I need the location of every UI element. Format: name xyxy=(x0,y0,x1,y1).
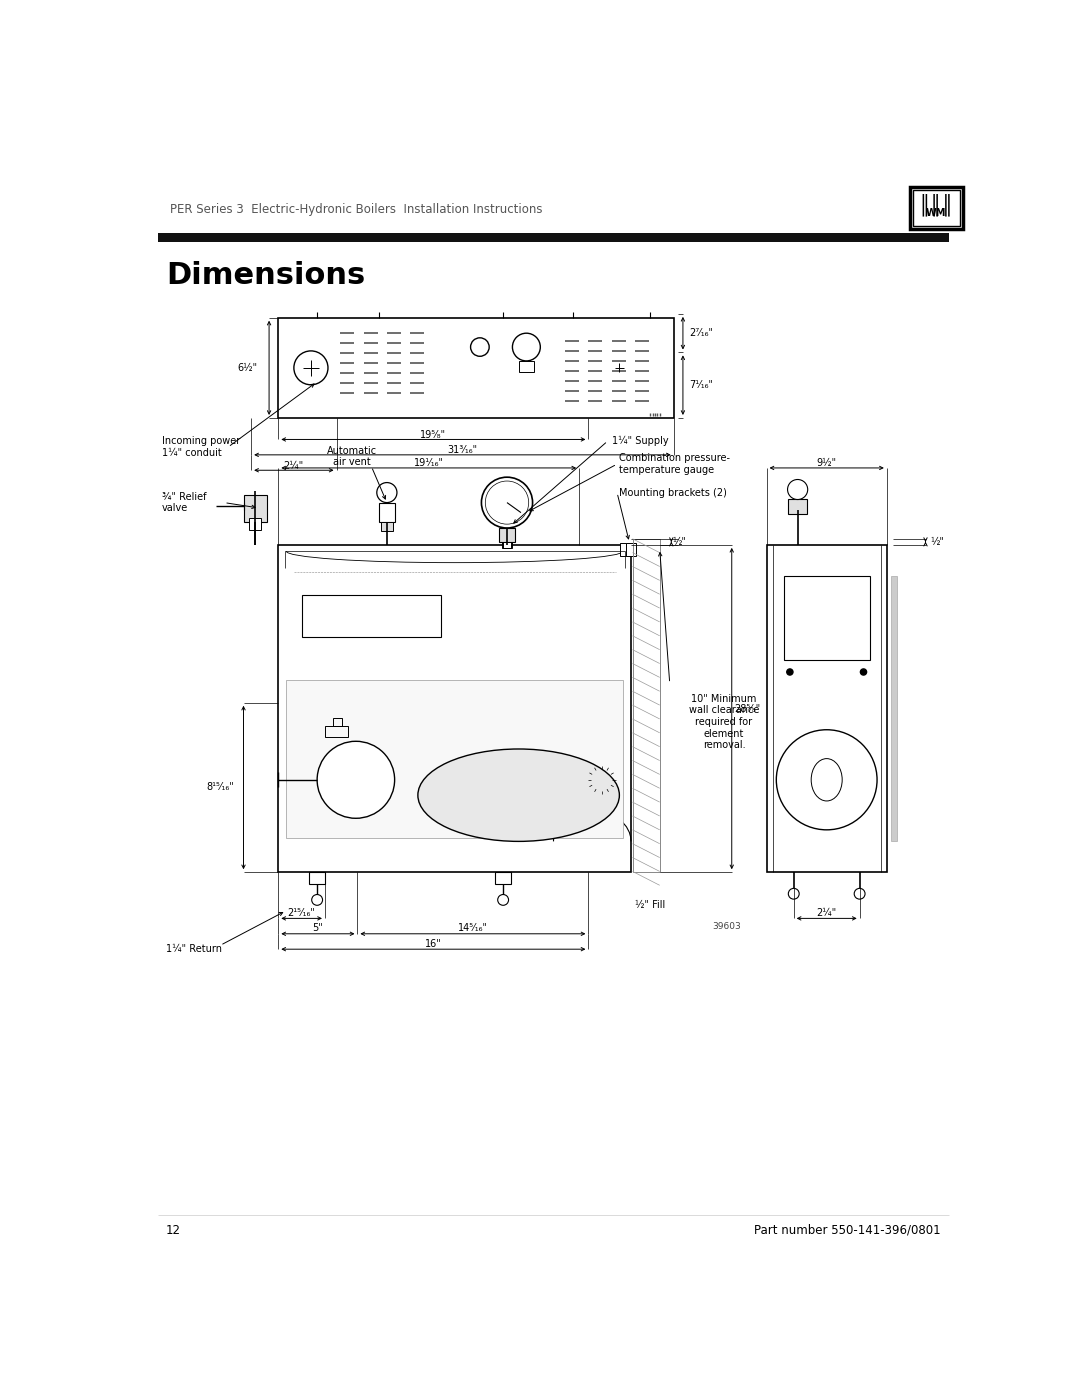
Text: 14⁵⁄₁₆": 14⁵⁄₁₆" xyxy=(458,923,488,933)
Bar xyxy=(499,528,515,542)
Text: 6½": 6½" xyxy=(238,363,257,373)
Text: 39603: 39603 xyxy=(713,922,741,930)
Text: 1¼" Return: 1¼" Return xyxy=(166,944,222,954)
Text: WM: WM xyxy=(927,208,946,218)
Circle shape xyxy=(294,351,328,384)
Bar xyxy=(913,190,960,226)
Circle shape xyxy=(312,894,323,905)
Bar xyxy=(379,503,394,522)
Text: 2¼": 2¼" xyxy=(284,461,303,471)
Circle shape xyxy=(482,478,532,528)
Text: PER Series 3  Electric-Hydronic Boilers  Installation Instructions: PER Series 3 Electric-Hydronic Boilers I… xyxy=(170,204,542,217)
Text: Mounting brackets (2): Mounting brackets (2) xyxy=(619,488,727,497)
Text: 2¼": 2¼" xyxy=(816,908,837,918)
Circle shape xyxy=(788,888,799,900)
Circle shape xyxy=(786,669,793,675)
Bar xyxy=(380,522,393,531)
Text: ½": ½" xyxy=(930,536,944,546)
Bar xyxy=(784,576,869,661)
Bar xyxy=(620,542,630,556)
Bar xyxy=(325,726,348,738)
Bar xyxy=(159,233,948,242)
Bar xyxy=(633,539,660,872)
Circle shape xyxy=(512,334,540,360)
Circle shape xyxy=(599,816,604,820)
Text: 1¼" Supply: 1¼" Supply xyxy=(611,436,669,446)
Circle shape xyxy=(318,742,394,819)
Text: 31³⁄₁₆": 31³⁄₁₆" xyxy=(447,446,477,455)
Bar xyxy=(301,595,441,637)
Text: 10" Minimum
wall clearance
required for
element
removal.: 10" Minimum wall clearance required for … xyxy=(689,694,759,750)
Circle shape xyxy=(377,482,397,503)
Text: 16": 16" xyxy=(426,939,442,949)
Bar xyxy=(248,518,261,531)
Text: 2¹⁵⁄₁₆": 2¹⁵⁄₁₆" xyxy=(287,908,315,918)
Text: ¾" Relief
valve: ¾" Relief valve xyxy=(162,492,206,513)
Text: 2⁷⁄₁₆": 2⁷⁄₁₆" xyxy=(689,328,713,338)
Text: 12: 12 xyxy=(166,1224,181,1236)
Bar xyxy=(286,680,623,838)
Text: 19¹⁄₁₆": 19¹⁄₁₆" xyxy=(414,458,444,468)
Bar xyxy=(910,187,962,229)
Text: Automatic
air vent: Automatic air vent xyxy=(327,446,377,467)
Circle shape xyxy=(787,479,808,500)
Ellipse shape xyxy=(418,749,619,841)
Text: Combination pressure-
temperature gauge: Combination pressure- temperature gauge xyxy=(619,453,730,475)
Bar xyxy=(767,545,887,872)
Circle shape xyxy=(590,768,613,791)
Text: Dimensions: Dimensions xyxy=(166,261,365,291)
Text: ½" Fill: ½" Fill xyxy=(635,900,665,911)
Circle shape xyxy=(498,894,509,905)
Bar xyxy=(243,495,267,522)
Bar xyxy=(496,872,511,884)
Bar xyxy=(518,360,535,372)
Circle shape xyxy=(861,669,866,675)
Ellipse shape xyxy=(811,759,842,800)
Bar xyxy=(502,542,512,548)
Bar xyxy=(279,317,674,418)
Text: 28⁵⁄₈": 28⁵⁄₈" xyxy=(734,704,760,714)
Bar xyxy=(788,499,807,514)
Bar xyxy=(279,545,631,872)
Circle shape xyxy=(471,338,489,356)
Bar xyxy=(503,542,511,548)
Text: ½": ½" xyxy=(672,536,686,546)
Circle shape xyxy=(854,888,865,900)
Bar xyxy=(626,542,636,556)
Text: 5": 5" xyxy=(312,923,323,933)
Bar xyxy=(309,872,325,884)
Circle shape xyxy=(777,729,877,830)
Text: 7¹⁄₁₆": 7¹⁄₁₆" xyxy=(689,380,713,390)
Text: Incoming power
1¼" conduit: Incoming power 1¼" conduit xyxy=(162,436,241,458)
Text: Part number 550-141-396/0801: Part number 550-141-396/0801 xyxy=(754,1224,941,1236)
Text: 8¹⁵⁄₁₆": 8¹⁵⁄₁₆" xyxy=(206,782,234,792)
Bar xyxy=(333,718,342,726)
Text: ║║║: ║║║ xyxy=(919,194,954,217)
Circle shape xyxy=(485,481,529,524)
Text: 9½": 9½" xyxy=(816,458,837,468)
Bar xyxy=(891,576,896,841)
Text: 19⁵⁄₈": 19⁵⁄₈" xyxy=(420,430,446,440)
